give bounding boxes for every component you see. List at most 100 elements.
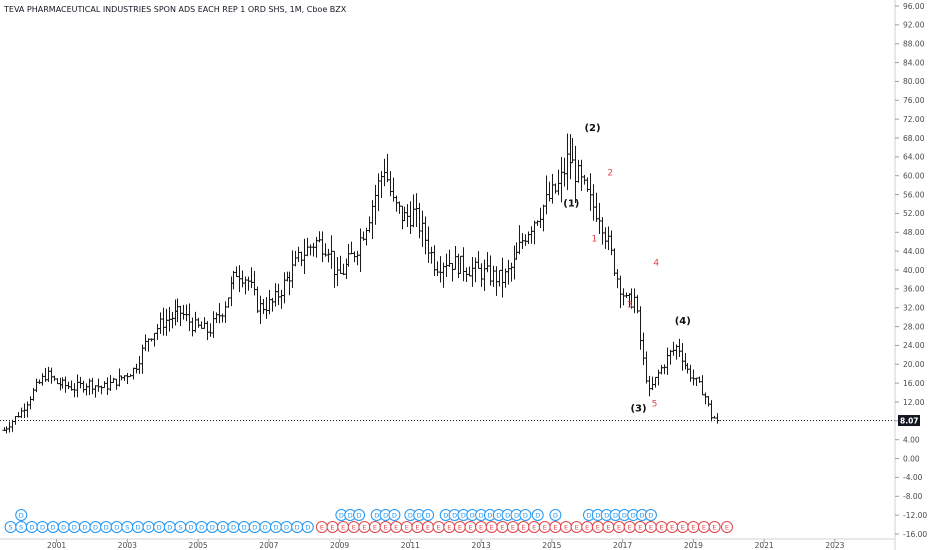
event-marker-letter: D	[640, 511, 645, 519]
event-marker-letter: S	[19, 523, 23, 531]
price-tick-label: 4.00	[903, 436, 920, 445]
price-tick-label: -12.00	[903, 511, 927, 520]
event-marker-letter: E	[437, 523, 441, 531]
event-marker-letter: D	[135, 523, 140, 531]
event-marker-letter: D	[348, 511, 353, 519]
event-marker-letter: D	[426, 511, 431, 519]
time-tick-label: 2005	[189, 541, 208, 550]
event-marker-letter: D	[586, 511, 591, 519]
time-tick-label: 2001	[47, 541, 66, 550]
event-marker-letter: D	[339, 511, 344, 519]
price-tick-label: 0.00	[903, 454, 920, 463]
event-marker-letter: D	[408, 511, 413, 519]
event-marker-letter: S	[9, 523, 13, 531]
event-marker-letter: D	[157, 523, 162, 531]
event-marker-letter: D	[273, 523, 278, 531]
event-marker-circle	[15, 509, 28, 521]
event-marker-letter: D	[231, 523, 236, 531]
event-marker-letter: E	[447, 523, 451, 531]
event-marker: D	[15, 509, 28, 521]
event-marker-letter: D	[479, 511, 484, 519]
event-marker-letter: D	[535, 511, 540, 519]
event-marker-circle	[531, 509, 544, 521]
event-marker: D	[583, 509, 596, 521]
event-marker: D	[422, 509, 435, 521]
event-marker: D	[644, 509, 657, 521]
price-tick-label: 96.00	[903, 2, 925, 11]
event-marker: E	[560, 521, 573, 533]
event-marker-letter: D	[461, 511, 466, 519]
event-marker-letter: E	[702, 523, 706, 531]
chart-title: TEVA PHARMACEUTICAL INDUSTRIES SPON ADS …	[3, 5, 347, 14]
price-tick-label: 52.00	[903, 209, 925, 218]
event-marker-letter: D	[443, 511, 448, 519]
event-marker: E	[390, 521, 403, 533]
event-marker-letter: D	[72, 523, 77, 531]
event-marker-circle	[720, 521, 733, 533]
event-marker: E	[666, 521, 679, 533]
event-marker: E	[538, 521, 551, 533]
wave-label: (3)	[630, 403, 646, 414]
price-tick-label: 88.00	[903, 40, 925, 49]
event-marker: D	[153, 521, 166, 533]
event-marker-letter: E	[415, 523, 419, 531]
event-marker: E	[464, 521, 477, 533]
event-marker: D	[68, 521, 81, 533]
event-marker: E	[506, 521, 519, 533]
event-marker: D	[259, 521, 272, 533]
event-marker-letter: E	[362, 523, 366, 531]
price-tick-label: 20.00	[903, 360, 925, 369]
event-marker: D	[25, 521, 38, 533]
event-marker-letter: D	[167, 523, 172, 531]
time-tick-label: 2017	[613, 541, 632, 550]
price-tick-label: 28.00	[903, 322, 925, 331]
price-tick-label: 76.00	[903, 96, 925, 105]
event-marker-letter: D	[114, 523, 119, 531]
event-marker: E	[602, 521, 615, 533]
time-tick-label: 2009	[330, 541, 349, 550]
event-marker-letter: E	[638, 523, 642, 531]
wave-label: (4)	[675, 316, 691, 327]
event-markers: D D D D D D D D D D D D D D D D D D D D D D D D D D D D D DS S D D D D D D D D…	[4, 509, 733, 533]
price-tick-label: 48.00	[903, 228, 925, 237]
event-marker: E	[422, 521, 435, 533]
event-marker-letter: D	[523, 511, 528, 519]
event-marker: D	[439, 509, 452, 521]
event-marker-letter: E	[500, 523, 504, 531]
event-marker-letter: E	[628, 523, 632, 531]
event-marker-letter: E	[659, 523, 663, 531]
last-price-value: 8.07	[900, 416, 919, 425]
event-marker: E	[528, 521, 541, 533]
event-marker-letter: E	[405, 523, 409, 531]
event-marker: D	[531, 509, 544, 521]
event-marker: D	[549, 509, 562, 521]
price-tick-label: 84.00	[903, 58, 925, 67]
event-marker-letter: E	[713, 523, 717, 531]
event-marker: E	[549, 521, 562, 533]
event-marker: D	[344, 509, 357, 521]
event-marker: E	[720, 521, 733, 533]
time-tick-label: 2013	[472, 541, 491, 550]
price-tick-label: 92.00	[903, 21, 925, 30]
event-marker-letter: E	[458, 523, 462, 531]
event-marker-letter: D	[622, 511, 627, 519]
price-axis[interactable]: 96.00 92.00 88.00 84.00 80.00 76.00 72.00 68.00…	[895, 2, 927, 539]
event-marker-circle	[353, 509, 366, 521]
event-marker-letter: D	[487, 511, 492, 519]
time-axis[interactable]: 2001 2003 2005 2007 2009 2011 2013 2015 2017 2019…	[47, 539, 845, 550]
event-marker: E	[613, 521, 626, 533]
event-marker-letter: E	[341, 523, 345, 531]
event-marker: E	[400, 521, 413, 533]
event-marker-letter: E	[352, 523, 356, 531]
event-marker-letter: S	[178, 523, 182, 531]
event-marker: D	[206, 521, 219, 533]
event-marker-letter: D	[392, 511, 397, 519]
event-marker-letter: E	[468, 523, 472, 531]
price-tick-label: 32.00	[903, 304, 925, 313]
event-marker-letter: D	[305, 523, 310, 531]
event-marker-letter: D	[496, 511, 501, 519]
event-marker-letter: D	[146, 523, 151, 531]
event-marker-letter: D	[82, 523, 87, 531]
event-marker-letter: D	[417, 511, 422, 519]
